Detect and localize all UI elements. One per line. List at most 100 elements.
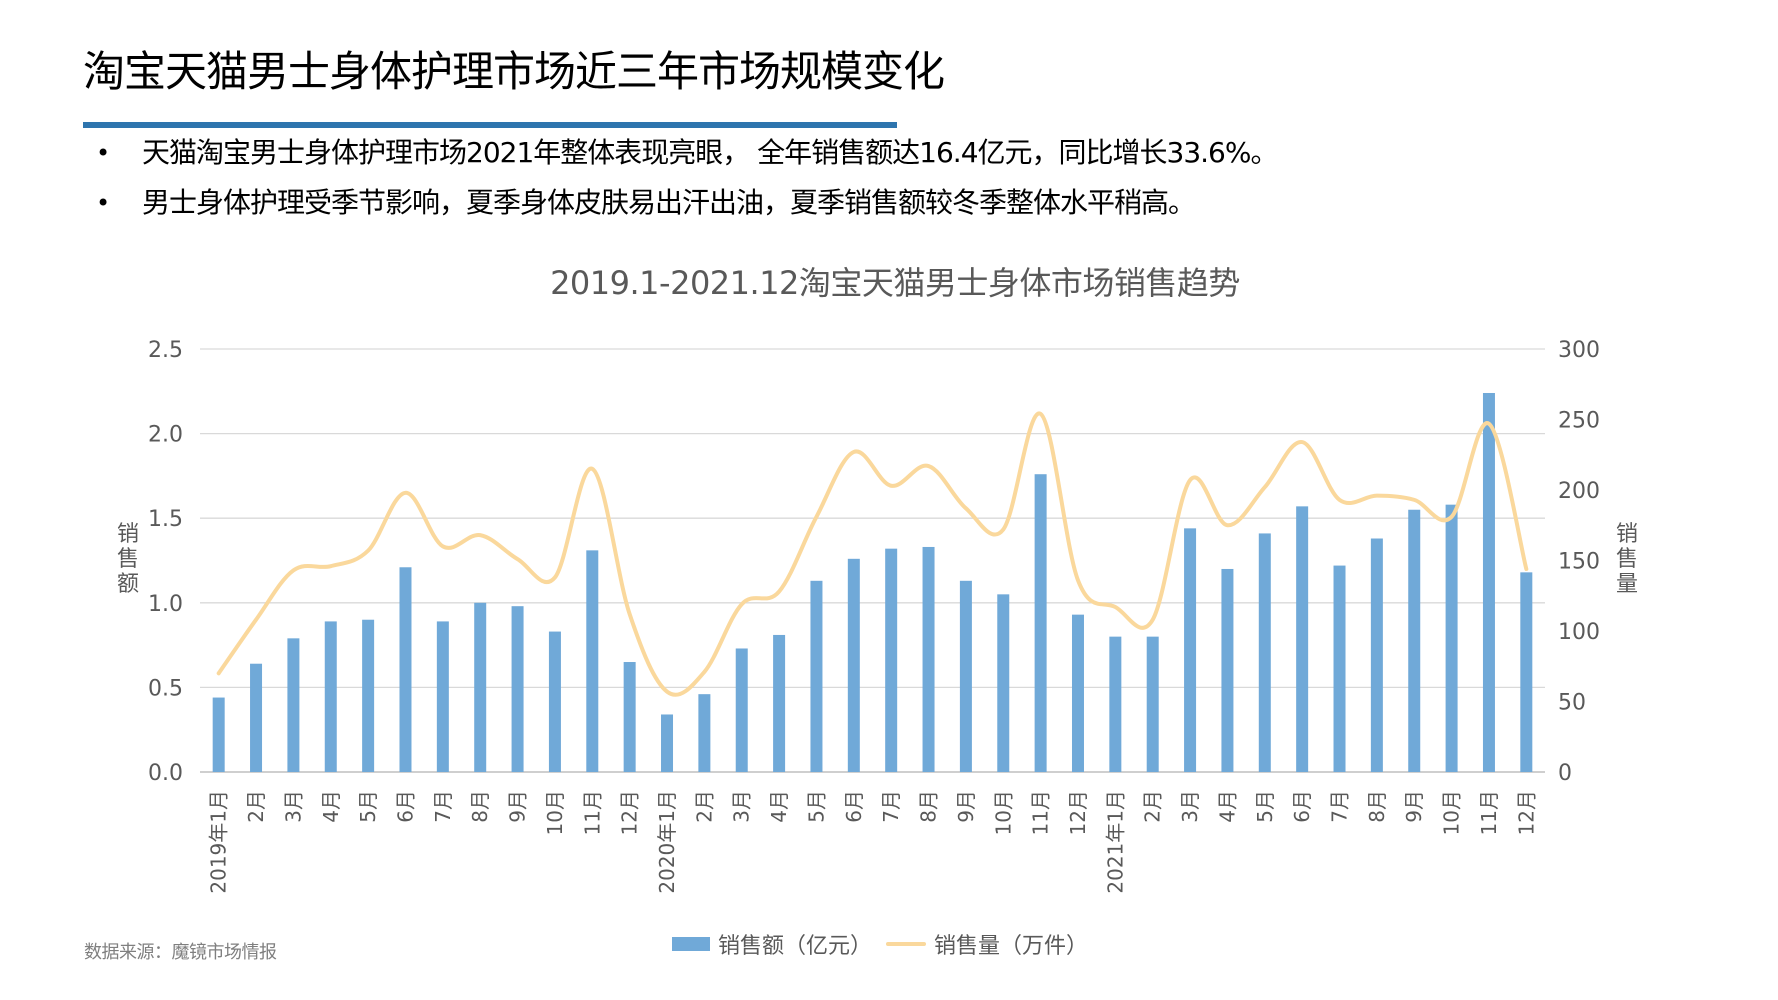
chart-legend: 销售额（亿元） 销售量（万件） (672, 928, 1102, 960)
x-tick-label: 8月 (1365, 790, 1389, 823)
y-right-tick-label: 0 (1558, 761, 1572, 786)
x-tick-label: 2月 (692, 790, 716, 823)
x-tick-label: 3月 (281, 790, 305, 823)
y-axis-right-ticks: 0 50 100 150 200 250 300 (1558, 338, 1600, 786)
y-tick-label: 0.0 (148, 761, 183, 786)
bar[interactable] (324, 621, 337, 772)
bar[interactable] (511, 606, 524, 772)
bar[interactable] (1146, 636, 1159, 772)
x-tick-label: 2020年1月 (655, 790, 679, 894)
bar[interactable] (1520, 572, 1533, 772)
bar[interactable] (287, 638, 300, 772)
bar[interactable] (885, 548, 898, 772)
x-tick-label: 10月 (991, 790, 1015, 835)
y-right-tick-label: 250 (1558, 409, 1600, 434)
x-tick-label: 10月 (1440, 790, 1464, 835)
y-right-tick-label: 100 (1558, 620, 1600, 645)
x-tick-label: 5月 (804, 790, 828, 823)
x-tick-label: 6月 (393, 790, 417, 823)
line-swatch-icon (886, 942, 927, 946)
bar[interactable] (922, 546, 935, 772)
bullet-text: 男士身体护理受季节影响，夏季身体皮肤易出汗出油，夏季销售额较冬季整体水平稍高。 (142, 186, 1196, 219)
x-tick-label: 9月 (1402, 790, 1426, 823)
y-right-tick-label: 50 (1558, 691, 1586, 716)
bar[interactable] (997, 594, 1010, 772)
x-tick-label: 3月 (730, 790, 754, 823)
bar[interactable] (1221, 568, 1234, 772)
page-title: 淘宝天猫男士身体护理市场近三年市场规模变化 (83, 47, 945, 96)
bar[interactable] (1109, 636, 1122, 772)
bar[interactable] (436, 621, 449, 772)
bar[interactable] (1445, 504, 1458, 772)
x-axis-labels: 2019年1月 2月 3月 4月 5月 6月 7月 8月 9月 10月 11月 12月 2020年1月 2… (207, 790, 1539, 894)
bar[interactable] (586, 550, 599, 772)
bar[interactable] (1184, 528, 1197, 772)
bar[interactable] (810, 580, 823, 772)
bar[interactable] (250, 663, 263, 772)
bar[interactable] (847, 558, 860, 772)
bar[interactable] (661, 714, 674, 772)
bar[interactable] (698, 694, 711, 772)
data-source-note: 数据来源：魔镜市场情报 (84, 942, 277, 963)
title-underline (83, 122, 897, 128)
x-tick-label: 12月 (618, 790, 642, 835)
y-axis-right-title: 销售量 (1615, 522, 1638, 597)
bar[interactable] (735, 648, 748, 772)
y-tick-label: 1.0 (148, 592, 183, 617)
x-tick-label: 7月 (879, 790, 903, 823)
chart-title: 2019.1-2021.12淘宝天猫男士身体市场销售趋势 (0, 258, 1778, 304)
y-axis-left-title: 销售额 (116, 522, 139, 597)
x-tick-label: 8月 (468, 790, 492, 823)
bar[interactable] (399, 567, 412, 772)
x-tick-label: 3月 (1178, 790, 1202, 823)
bar[interactable] (1333, 565, 1346, 772)
legend-label: 销售量（万件） (934, 934, 1089, 959)
legend-item-sales-volume[interactable]: 销售量（万件） (886, 928, 1088, 960)
line-series-sales-volume (216, 411, 1529, 697)
bar[interactable] (959, 580, 972, 772)
bar[interactable] (212, 697, 225, 772)
legend-item-sales-amount[interactable]: 销售额（亿元） (672, 928, 872, 960)
x-tick-label: 4月 (319, 790, 343, 823)
x-tick-label: 4月 (1215, 790, 1239, 823)
x-tick-label: 9月 (506, 790, 530, 823)
x-tick-label: 10月 (543, 790, 567, 835)
x-tick-label: 9月 (954, 790, 978, 823)
bar[interactable] (1296, 506, 1309, 772)
bar[interactable] (623, 662, 636, 772)
x-tick-label: 11月 (1029, 790, 1053, 835)
bar[interactable] (362, 619, 375, 772)
x-tick-label: 6月 (842, 790, 866, 823)
bar[interactable] (1071, 614, 1084, 772)
y-tick-label: 0.5 (148, 676, 183, 701)
bar-series-sales-amount (212, 392, 1533, 772)
bar[interactable] (1258, 533, 1271, 772)
x-tick-label: 5月 (1253, 790, 1277, 823)
bullet-icon: • (96, 189, 110, 217)
bar[interactable] (773, 634, 786, 772)
y-tick-label: 2.5 (148, 338, 183, 363)
y-axis-left-ticks: 0.0 0.5 1.0 1.5 2.0 2.5 (148, 338, 183, 786)
bar[interactable] (1034, 474, 1047, 772)
x-tick-label: 4月 (767, 790, 791, 823)
x-tick-label: 2月 (244, 790, 268, 823)
bullet-icon: • (96, 139, 110, 167)
x-tick-label: 11月 (580, 790, 604, 835)
bullet-text: 天猫淘宝男士身体护理市场2021年整体表现亮眼， 全年销售额达16.4亿元，同比… (142, 136, 1278, 169)
x-tick-label: 7月 (1328, 790, 1352, 823)
bar[interactable] (1408, 509, 1421, 772)
x-tick-label: 12月 (1514, 790, 1538, 835)
y-tick-label: 2.0 (148, 423, 183, 448)
y-tick-label: 1.5 (148, 507, 183, 532)
x-tick-label: 2021年1月 (1103, 790, 1127, 894)
bar[interactable] (1482, 392, 1495, 772)
chart-title-text: 2019.1-2021.12淘宝天猫男士身体市场销售趋势 (550, 264, 1240, 302)
bar[interactable] (474, 602, 487, 772)
x-tick-label: 6月 (1290, 790, 1314, 823)
y-right-tick-label: 300 (1558, 338, 1600, 363)
bar[interactable] (1370, 538, 1383, 772)
bar[interactable] (548, 631, 561, 772)
y-right-tick-label: 200 (1558, 479, 1600, 504)
x-tick-label: 2019年1月 (207, 790, 231, 894)
